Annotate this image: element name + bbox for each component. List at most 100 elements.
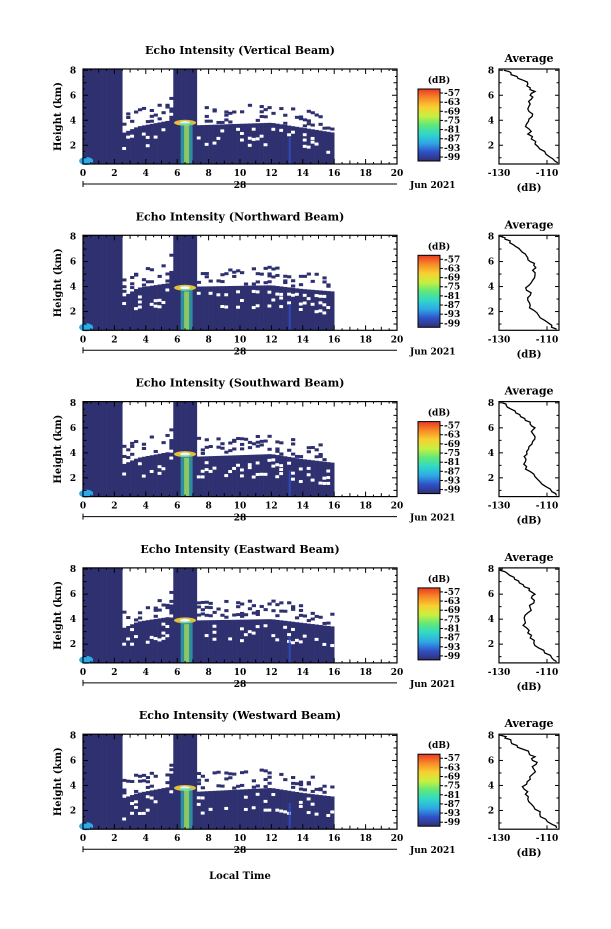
- echo-cell: [326, 291, 331, 331]
- nodata-gap: [251, 306, 256, 310]
- echo-fragment: [259, 768, 264, 772]
- echo-fragment: [326, 126, 331, 130]
- echo-fragment: [298, 455, 304, 459]
- x-tick-label: 0: [80, 668, 86, 678]
- echo-fragment: [314, 614, 319, 618]
- echo-fragment: [318, 122, 323, 126]
- echo-cell: [94, 235, 99, 331]
- echo-cell: [279, 286, 284, 331]
- echo-cell: [165, 120, 170, 164]
- nodata-gap: [326, 481, 331, 485]
- nodata-gap: [259, 472, 264, 476]
- y-tick-label: 2: [70, 640, 76, 650]
- strong-echo-column: [184, 624, 190, 663]
- echo-cell: [118, 567, 123, 663]
- colorbar-tick-label: -75: [444, 283, 460, 293]
- nodata-gap: [310, 478, 315, 482]
- echo-cell: [86, 235, 92, 331]
- echo-fragment: [298, 608, 304, 612]
- nodata-gap: [275, 808, 280, 812]
- nodata-gap: [169, 790, 174, 794]
- echo-fragment: [141, 283, 147, 287]
- echo-fragment: [208, 614, 213, 618]
- echo-fragment: [141, 106, 147, 110]
- echo-fragment: [122, 454, 127, 458]
- nodata-gap: [322, 481, 327, 485]
- echo-fragment: [216, 445, 221, 449]
- x-tick-label: 12: [265, 834, 278, 844]
- echo-fragment: [165, 272, 170, 276]
- echo-fragment: [298, 613, 304, 617]
- nodata-gap: [161, 128, 166, 132]
- echo-cell: [240, 285, 245, 331]
- y-axis: 2 4 6 8 Height (km): [53, 233, 397, 325]
- echo-cell: [330, 462, 335, 497]
- echo-fragment: [322, 280, 327, 284]
- echo-cell: [83, 69, 88, 164]
- echo-fragment: [318, 454, 323, 458]
- echo-fragment: [251, 604, 256, 608]
- echo-fragment: [314, 448, 319, 452]
- strong-echo-column: [184, 457, 190, 497]
- x-tick-label: 4: [143, 502, 149, 512]
- colorbar-gradient: [417, 421, 441, 495]
- echo-fragment: [267, 775, 272, 779]
- nodata-gap: [291, 477, 295, 481]
- echo-cell: [216, 790, 221, 830]
- echo-fragment: [204, 438, 209, 442]
- nodata-gap: [294, 292, 299, 296]
- echo-cell: [330, 291, 335, 331]
- echo-fragment: [267, 771, 272, 775]
- y-axis: 2 4 6 8 Height (km): [53, 565, 397, 658]
- nodata-gap: [145, 135, 150, 139]
- echo-fragment: [259, 272, 264, 276]
- echo-fragment: [263, 785, 268, 789]
- echo-cell: [318, 795, 323, 830]
- echo-cell: [145, 455, 151, 497]
- average-line: [503, 69, 559, 164]
- nodata-gap: [275, 463, 280, 467]
- echo-fragment: [267, 434, 272, 438]
- x-tick-label: 12: [265, 668, 278, 678]
- echo-cell: [188, 401, 194, 497]
- echo-streak: [288, 470, 291, 497]
- echo-fragment: [318, 115, 323, 119]
- y-tick-label: 8: [70, 731, 76, 741]
- x-tick-label: 12: [265, 502, 278, 512]
- echo-cell: [177, 69, 182, 164]
- nodata-gap: [224, 474, 229, 478]
- average-profile: Average -130 -110 2 4 6 8 (dB): [488, 385, 560, 527]
- echo-cell: [224, 124, 229, 164]
- nodata-gap: [298, 467, 303, 471]
- echo-fragment: [224, 118, 229, 122]
- echo-cell: [279, 620, 284, 663]
- nodata-gap: [137, 811, 142, 815]
- echo-cell: [247, 285, 253, 331]
- nodata-gap: [134, 307, 138, 311]
- nodata-gap: [141, 811, 146, 815]
- nodata-gap: [287, 461, 292, 465]
- echo-fragment: [247, 103, 253, 107]
- echo-fragment: [236, 613, 241, 617]
- echo-cell: [149, 790, 154, 830]
- y-axis-label: Height (km): [53, 747, 64, 816]
- average-y-tick-label: 4: [488, 116, 494, 126]
- x-tick-label: 18: [359, 169, 372, 179]
- echo-fragment: [255, 440, 260, 444]
- x-tick-label: 14: [297, 335, 310, 345]
- x-axis: 0 2 4 6 8 10 12 14 16 18 20: [80, 69, 403, 179]
- echo-fragment: [291, 607, 296, 611]
- echo-fragment: [291, 284, 296, 288]
- echo-fragment: [130, 441, 135, 445]
- x-tick-label: 20: [391, 502, 404, 512]
- x-tick-label: 8: [205, 502, 211, 512]
- echo-fragment: [196, 605, 202, 609]
- nodata-gap: [243, 633, 248, 637]
- echo-fragment: [220, 446, 225, 450]
- echo-fragment: [283, 279, 288, 283]
- nodata-gap: [279, 464, 284, 468]
- nodata-gap: [263, 143, 268, 147]
- echo-cell: [137, 126, 143, 164]
- echo-cell: [212, 456, 217, 497]
